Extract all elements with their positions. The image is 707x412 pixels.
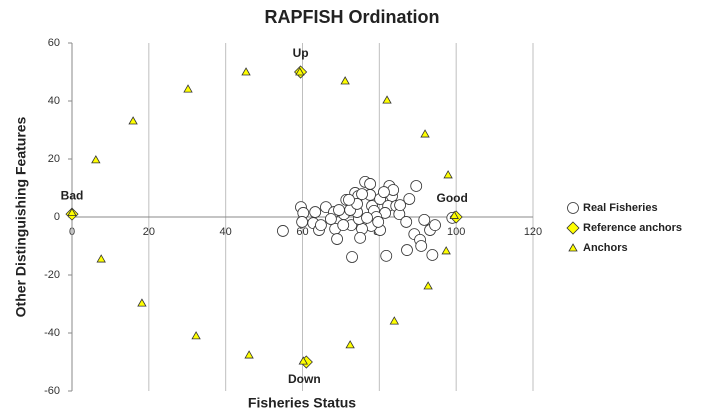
y-tick-label: -40 xyxy=(44,327,60,339)
circle-point xyxy=(361,211,373,224)
triangle-point xyxy=(183,84,193,93)
y-tick-label: -60 xyxy=(44,385,60,397)
circle-point xyxy=(277,225,289,237)
triangle-point xyxy=(241,67,251,76)
triangle-point xyxy=(420,129,430,138)
triangle-point xyxy=(244,350,254,359)
annotation: Good xyxy=(437,191,468,205)
triangle-point xyxy=(298,356,308,365)
triangle-point xyxy=(67,207,77,217)
annotation: Up xyxy=(293,46,309,60)
circle-point xyxy=(333,204,345,216)
triangle-point xyxy=(441,246,451,255)
triangle-point xyxy=(449,210,459,219)
chart-title: RAPFISH Ordination xyxy=(265,7,440,27)
triangle-point xyxy=(382,95,392,104)
y-tick-label: 0 xyxy=(54,211,60,223)
y-tick-label: 60 xyxy=(48,37,60,49)
y-tick-label: 40 xyxy=(48,95,60,107)
triangle-point xyxy=(91,155,101,164)
legend-label: Anchors xyxy=(583,242,628,254)
circle-point xyxy=(380,249,393,262)
x-tick-label: 100 xyxy=(447,226,465,238)
y-tick-label: 20 xyxy=(48,153,60,165)
triangle-point xyxy=(137,298,147,307)
circle-point xyxy=(418,213,431,226)
y-tick-label: -20 xyxy=(44,269,60,281)
circle-point xyxy=(346,251,358,263)
circle-point xyxy=(429,219,441,232)
triangle-point xyxy=(96,254,106,263)
circle-point xyxy=(343,193,355,206)
circle-point xyxy=(378,186,390,198)
legend-marker xyxy=(566,221,580,235)
triangle-point xyxy=(191,331,201,340)
x-tick-label: 20 xyxy=(143,226,155,238)
x-tick-label: 60 xyxy=(296,226,308,238)
circle-point xyxy=(401,244,413,256)
y-axis-label: Other Distinguishing Features xyxy=(13,116,29,317)
triangle-point xyxy=(423,281,433,290)
triangle-point xyxy=(340,76,350,85)
legend-marker xyxy=(567,202,579,214)
annotation: Down xyxy=(288,372,321,386)
circle-point xyxy=(354,231,367,244)
x-tick-label: 120 xyxy=(524,226,542,238)
legend-marker xyxy=(568,243,578,252)
circle-point xyxy=(400,216,413,228)
x-tick-label: 40 xyxy=(220,226,232,238)
triangle-point xyxy=(128,116,138,125)
circle-point xyxy=(356,188,368,200)
triangle-point xyxy=(345,340,355,349)
x-axis-label: Fisheries Status xyxy=(248,395,356,411)
legend-label: Real Fisheries xyxy=(583,202,658,214)
circle-point xyxy=(337,219,350,232)
legend-label: Reference anchors xyxy=(583,222,682,234)
circle-point xyxy=(403,193,416,205)
circle-point xyxy=(315,219,327,232)
circle-point xyxy=(364,178,377,190)
circle-point xyxy=(296,216,309,228)
circle-point xyxy=(394,199,406,212)
annotation: Bad xyxy=(61,188,84,202)
circle-point xyxy=(415,240,428,252)
circle-point xyxy=(309,206,322,218)
circle-point xyxy=(325,213,337,225)
triangle-point xyxy=(443,170,453,179)
triangle-point xyxy=(389,316,400,325)
circle-point xyxy=(372,216,385,228)
circle-point xyxy=(331,233,343,245)
triangle-point xyxy=(295,67,305,76)
circle-point xyxy=(410,180,423,192)
circle-point xyxy=(426,249,439,261)
